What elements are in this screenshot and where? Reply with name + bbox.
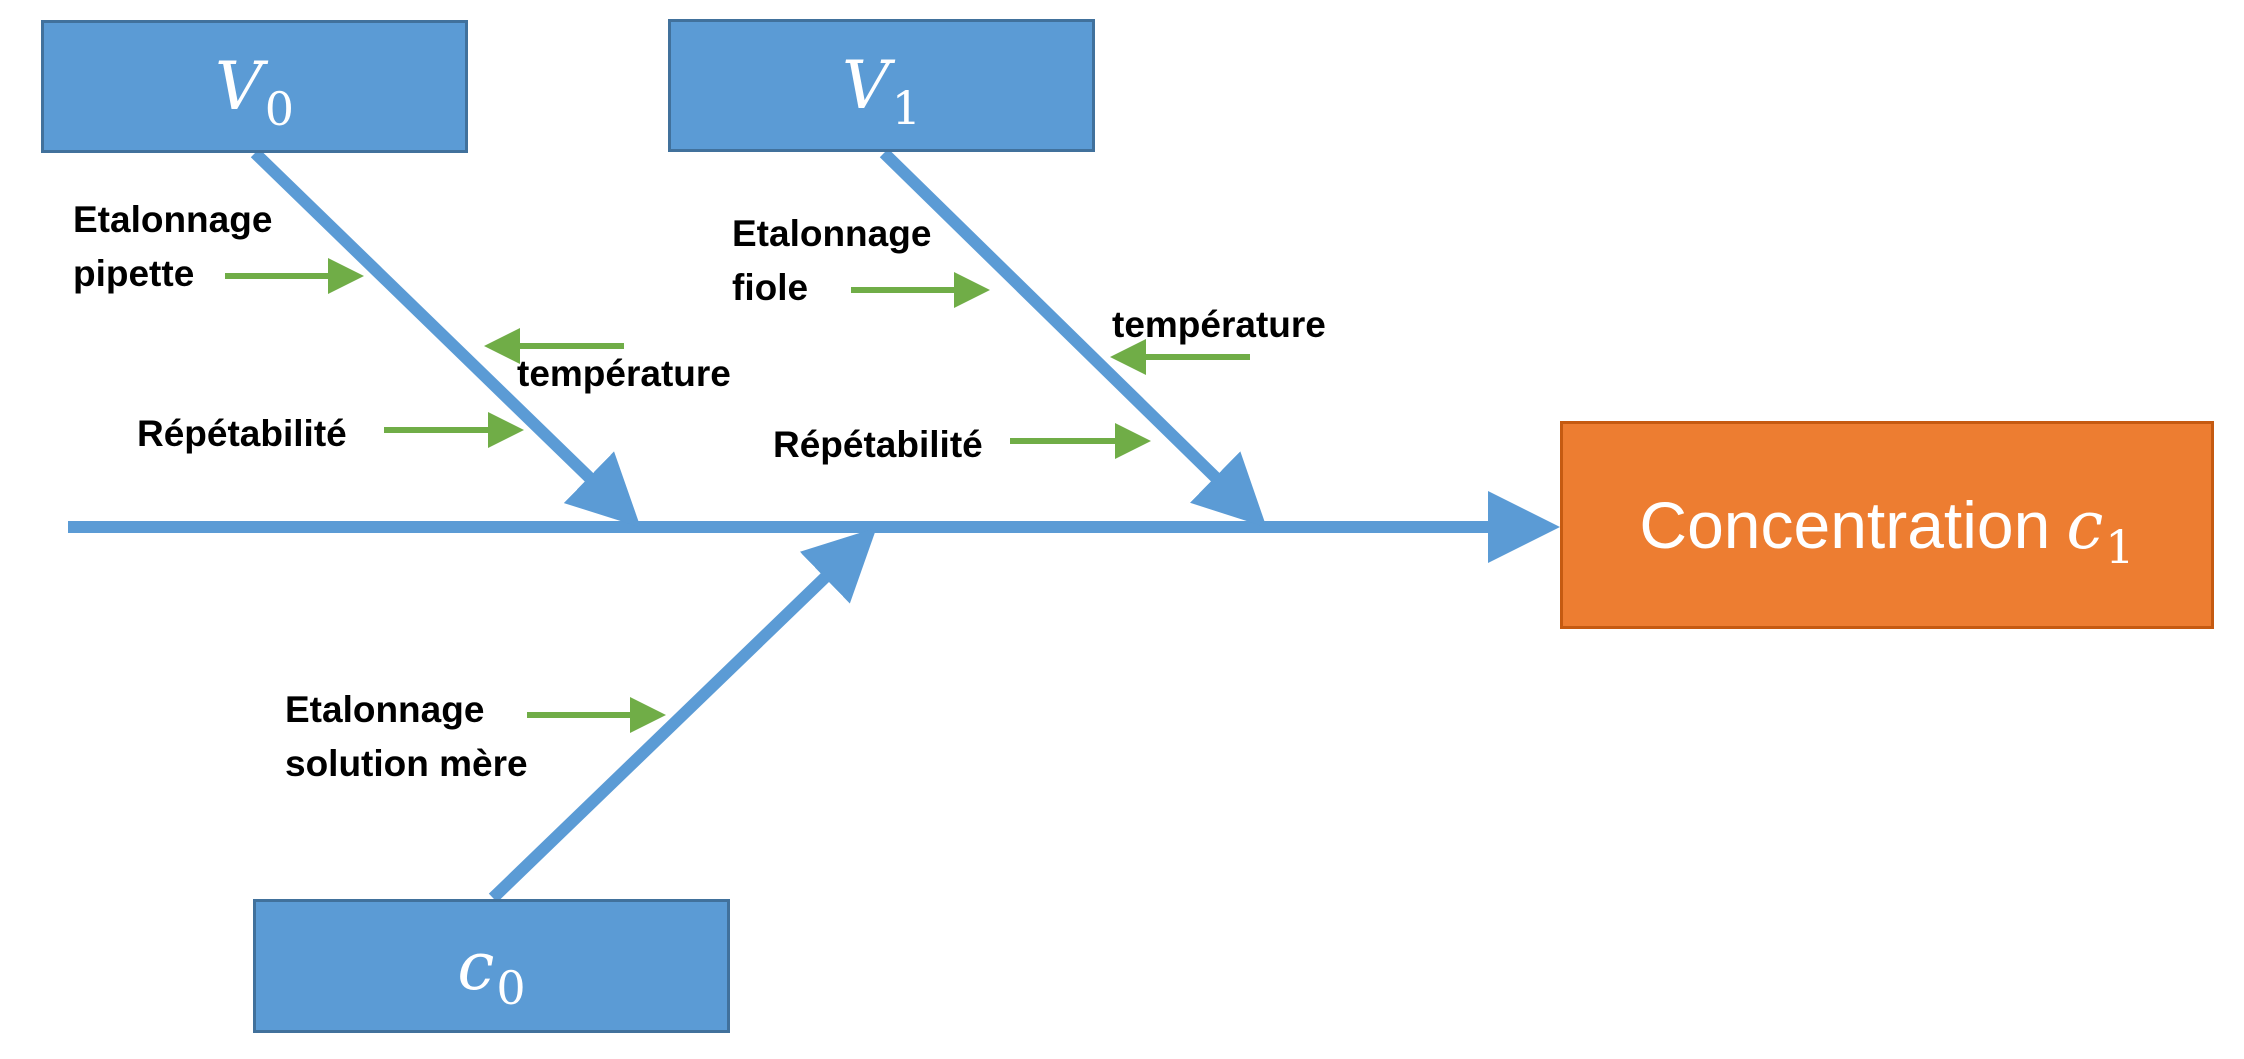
factor-v1-calibration-line1: Etalonnage xyxy=(732,213,932,254)
factor-c0-calibration-line2: solution mère xyxy=(285,743,528,784)
bone-c0-arrow xyxy=(488,527,877,903)
factor-v0-calibration-line2: pipette xyxy=(73,253,195,294)
effect-subscript: 1 xyxy=(2105,520,2135,574)
effect-label: Concentration xyxy=(1639,488,2051,562)
factor-v0-calibration-line1: Etalonnage xyxy=(73,199,273,240)
factor-v0-repeatability: Répétabilité xyxy=(137,413,347,454)
cause-c0-symbol: c xyxy=(457,927,495,1005)
cause-v0-subscript: 0 xyxy=(264,81,294,136)
bone-v1-arrow xyxy=(879,148,1267,528)
factor-c0-calibration-line1: Etalonnage xyxy=(285,689,485,730)
effect-box: Concentration c 1 xyxy=(1560,421,2214,629)
bone-v0-arrow xyxy=(250,148,641,528)
cause-c0-subscript: 0 xyxy=(496,961,526,1015)
factor-v1-calibration: Etalonnage fiole xyxy=(732,207,931,315)
cause-v1-symbol: V xyxy=(842,47,890,124)
factor-v1-repeatability: Répétabilité xyxy=(773,424,983,465)
factor-v1-temperature: température xyxy=(1112,304,1326,345)
effect-symbol: c xyxy=(2066,486,2104,564)
factor-v0-temperature: température xyxy=(517,353,731,394)
factor-v1-calibration-line2: fiole xyxy=(732,267,809,308)
cause-v1-subscript: 1 xyxy=(891,80,921,135)
factor-c0-calibration: Etalonnage solution mère xyxy=(285,683,528,791)
cause-v0-symbol: V xyxy=(215,48,263,125)
factor-v0-calibration: Etalonnage pipette xyxy=(73,193,272,301)
